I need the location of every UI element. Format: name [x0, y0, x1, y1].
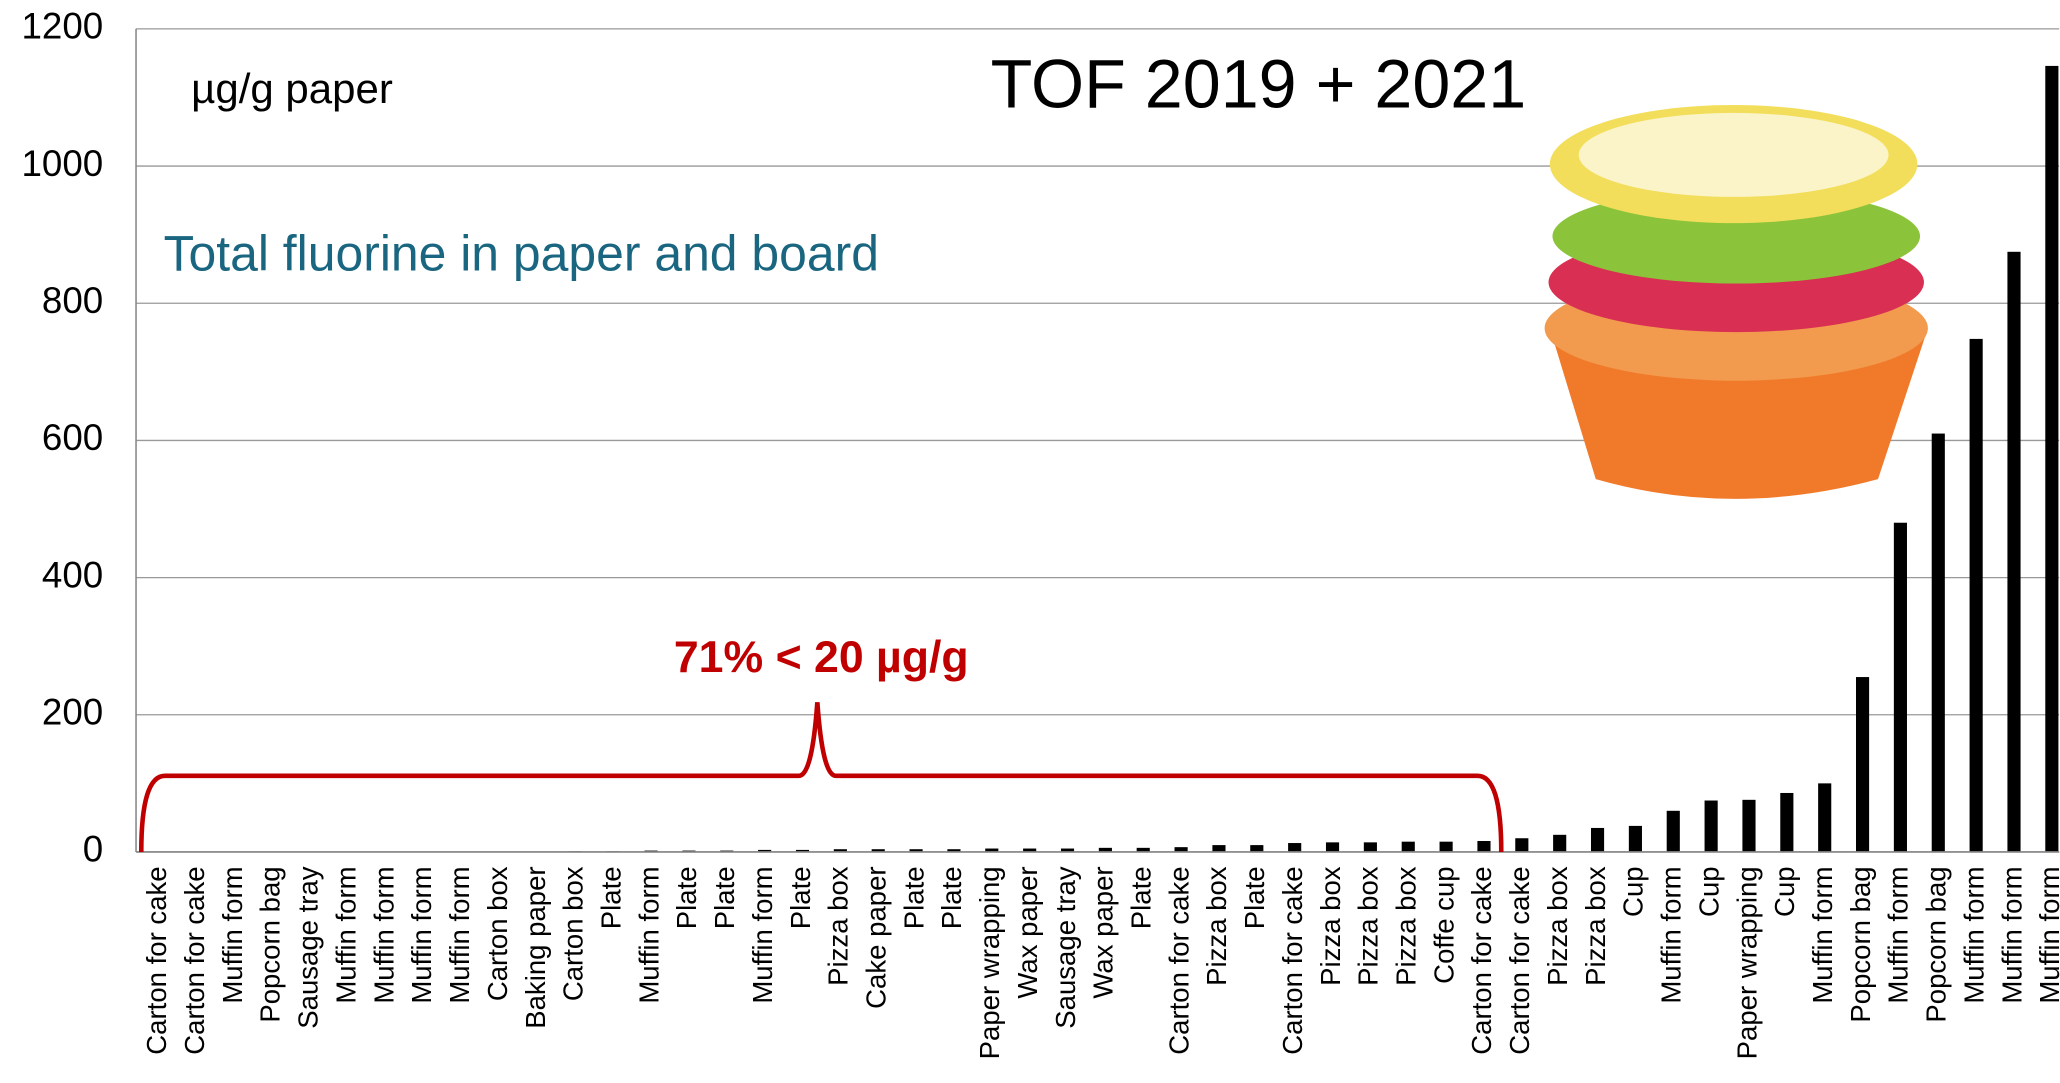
bar	[1212, 845, 1225, 852]
bar	[1515, 838, 1528, 852]
bar	[1326, 842, 1339, 852]
x-tick-label: Wax paper	[1088, 866, 1119, 998]
x-tick-label: Plate	[785, 866, 816, 929]
y-tick-label: 0	[83, 829, 103, 870]
x-tick-label: Plate	[709, 866, 740, 929]
x-tick-label: Plate	[1126, 866, 1157, 929]
x-tick-label: Carton for cake	[141, 866, 172, 1054]
bar	[1553, 835, 1566, 852]
bar	[2045, 66, 2058, 852]
x-tick-label: Paper wrapping	[974, 866, 1005, 1059]
bar	[1402, 842, 1415, 852]
bar	[1894, 523, 1907, 852]
bar	[1250, 845, 1263, 852]
x-tick-label: Pizza box	[1201, 866, 1232, 986]
brace	[141, 702, 1501, 852]
x-tick-label: Pizza box	[1542, 866, 1573, 986]
x-tick-label: Muffin form	[2034, 866, 2060, 1003]
x-tick-label: Coffe cup	[1428, 866, 1459, 983]
x-tick-label: Sausage tray	[1050, 866, 1081, 1029]
x-tick-label: Cup	[1693, 866, 1724, 917]
x-tick-label: Muffin form	[217, 866, 248, 1003]
bar	[1856, 677, 1869, 852]
bar	[2007, 252, 2020, 852]
x-tick-label: Muffin form	[1996, 866, 2027, 1003]
x-tick-label: Popcorn bag	[1921, 866, 1952, 1022]
bar	[1440, 842, 1453, 852]
bar	[1705, 801, 1718, 852]
bar	[1742, 800, 1755, 852]
y-tick-label: 600	[42, 417, 103, 458]
x-tick-label: Muffin form	[406, 866, 437, 1003]
x-tick-label: Plate	[595, 866, 626, 929]
x-tick-label: Muffin form	[1958, 866, 1989, 1003]
bar	[1667, 811, 1680, 852]
y-tick-label: 1000	[21, 143, 103, 184]
x-tick-label: Muffin form	[747, 866, 778, 1003]
x-tick-label: Carton for cake	[1163, 866, 1194, 1054]
bar	[1364, 842, 1377, 852]
x-tick-label: Muffin form	[444, 866, 475, 1003]
y-axis-label: µg/g paper	[191, 65, 393, 112]
x-tick-label: Plate	[671, 866, 702, 929]
y-tick-label: 1200	[21, 6, 103, 47]
bar	[1970, 339, 1983, 852]
annotation: 71% < 20 µg/g	[674, 633, 969, 682]
x-tick-label: Carton for cake	[1277, 866, 1308, 1054]
x-tick-label: Pizza box	[823, 866, 854, 986]
x-tick-label: Wax paper	[1012, 866, 1043, 998]
x-tick-label: Cup	[1769, 866, 1800, 917]
x-tick-label: Pizza box	[1391, 866, 1422, 986]
y-tick-label: 800	[42, 280, 103, 321]
y-tick-label: 400	[42, 554, 103, 595]
x-tick-label: Sausage tray	[293, 866, 324, 1029]
x-tick-label: Pizza box	[1315, 866, 1346, 986]
x-tick-label: Muffin form	[1883, 866, 1914, 1003]
x-tick-label: Baking paper	[520, 866, 551, 1028]
x-tick-label: Muffin form	[1807, 866, 1838, 1003]
bar	[1288, 843, 1301, 852]
x-tick-label: Plate	[936, 866, 967, 929]
page: µg/g paper TOF 2019 + 2021 Total fluorin…	[0, 0, 2060, 1083]
bar	[1780, 793, 1793, 852]
x-tick-label: Carton box	[558, 866, 589, 1001]
bar	[1818, 783, 1831, 852]
x-tick-label: Carton for cake	[179, 866, 210, 1054]
muffin-cups-picture	[1545, 105, 1928, 499]
x-tick-label: Muffin form	[633, 866, 664, 1003]
chart-title: TOF 2019 + 2021	[991, 46, 1527, 122]
chart-subtitle: Total fluorine in paper and board	[164, 225, 879, 281]
x-tick-label: Muffin form	[330, 866, 361, 1003]
x-tick-label: Muffin form	[1656, 866, 1687, 1003]
x-tick-label: Plate	[898, 866, 929, 929]
bar	[1477, 841, 1490, 852]
x-tick-label: Pizza box	[1580, 866, 1611, 986]
x-tick-label: Popcorn bag	[1845, 866, 1876, 1022]
x-tick-label: Pizza box	[1353, 866, 1384, 986]
bar	[1932, 434, 1945, 852]
bar	[1629, 826, 1642, 852]
y-tick-label: 200	[42, 691, 103, 732]
x-tick-label: Paper wrapping	[1731, 866, 1762, 1059]
x-tick-label: Plate	[1239, 866, 1270, 929]
x-tick-label: Carton for cake	[1466, 866, 1497, 1054]
x-tick-label: Carton for cake	[1504, 866, 1535, 1054]
bar	[1591, 828, 1604, 852]
x-tick-label: Muffin form	[368, 866, 399, 1003]
x-tick-label: Cup	[1618, 866, 1649, 917]
x-tick-label: Carton box	[482, 866, 513, 1001]
x-tick-label: Cake paper	[861, 866, 892, 1008]
chart: µg/g paper TOF 2019 + 2021 Total fluorin…	[0, 0, 2060, 1083]
x-tick-label: Popcorn bag	[255, 866, 286, 1022]
